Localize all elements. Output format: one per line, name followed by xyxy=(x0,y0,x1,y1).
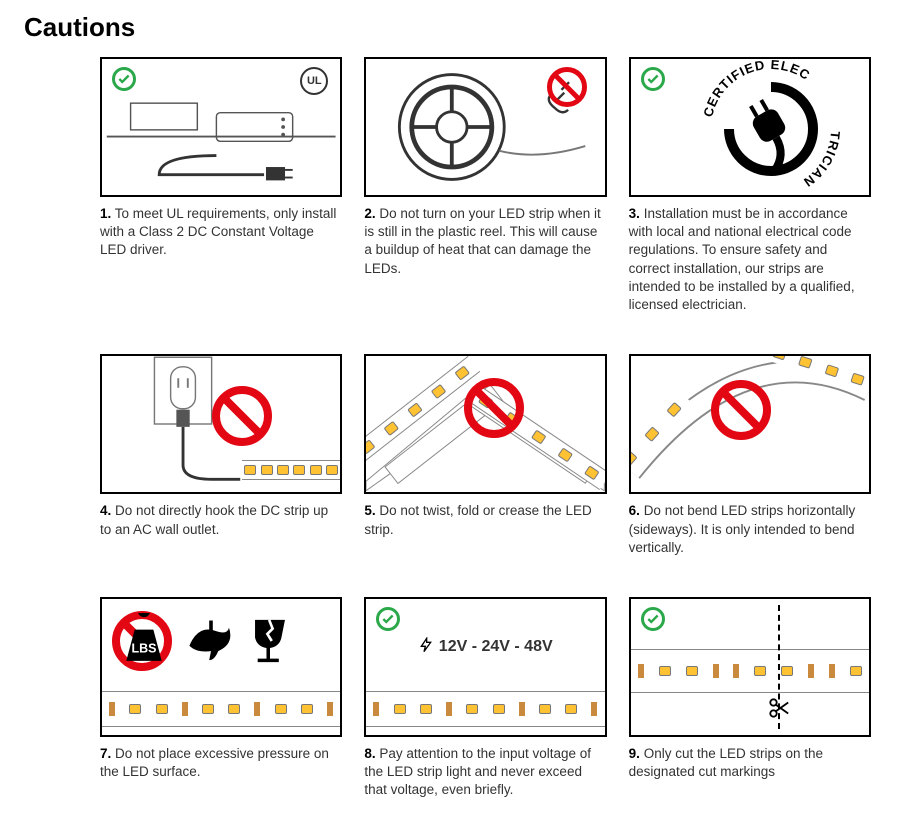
caution-tile-8: 12V - 24V - 48V 8. Pay attention to the … xyxy=(364,597,606,800)
driver-diagram-icon xyxy=(102,59,340,195)
bird-icon xyxy=(184,619,238,667)
ok-icon xyxy=(641,67,665,91)
led-strip-icon xyxy=(242,460,340,480)
caution-tile-4: 4. Do not directly hook the DC strip up … xyxy=(100,354,342,557)
electrician-badge-icon: CERTIFIED ELEC TRICIAN xyxy=(671,59,871,197)
scissors-icon xyxy=(768,697,790,719)
caption-3: 3. Installation must be in accordance wi… xyxy=(629,205,871,314)
caution-tile-9: 9. Only cut the LED strips on the design… xyxy=(629,597,871,800)
led-strip-icon xyxy=(631,649,869,693)
caption-2: 2. Do not turn on your LED strip when it… xyxy=(364,205,606,278)
figure-6 xyxy=(629,354,871,494)
prohibit-icon xyxy=(711,380,771,440)
caption-7: 7. Do not place excessive pressure on th… xyxy=(100,745,342,781)
led-strip-icon xyxy=(366,691,604,727)
caption-4: 4. Do not directly hook the DC strip up … xyxy=(100,502,342,538)
figure-7: LBS xyxy=(100,597,342,737)
figure-3: CERTIFIED ELEC TRICIAN xyxy=(629,57,871,197)
caption-9: 9. Only cut the LED strips on the design… xyxy=(629,745,871,781)
cautions-grid: UL 1. To meet UL requirements, only inst… xyxy=(100,57,871,800)
figure-5 xyxy=(364,354,606,494)
prohibit-icon xyxy=(547,67,587,107)
ok-icon xyxy=(376,607,400,631)
caution-tile-3: CERTIFIED ELEC TRICIAN 3. Installation m… xyxy=(629,57,871,314)
ok-icon xyxy=(641,607,665,631)
caution-tile-6: 6. Do not bend LED strips horizontally (… xyxy=(629,354,871,557)
svg-text:LBS: LBS xyxy=(132,641,157,655)
caution-tile-2: 2. Do not turn on your LED strip when it… xyxy=(364,57,606,314)
caution-tile-7: LBS 7. Do not place excessive pressure o… xyxy=(100,597,342,800)
caption-8: 8. Pay attention to the input voltage of… xyxy=(364,745,606,800)
caption-5: 5. Do not twist, fold or crease the LED … xyxy=(364,502,606,538)
figure-2 xyxy=(364,57,606,197)
weight-icon: LBS xyxy=(118,613,170,665)
caption-1: 1. To meet UL requirements, only install… xyxy=(100,205,342,260)
caution-tile-1: UL 1. To meet UL requirements, only inst… xyxy=(100,57,342,314)
figure-8: 12V - 24V - 48V xyxy=(364,597,606,737)
prohibit-icon xyxy=(212,386,272,446)
caption-6: 6. Do not bend LED strips horizontally (… xyxy=(629,502,871,557)
bolt-icon xyxy=(418,637,434,653)
voltage-label: 12V - 24V - 48V xyxy=(366,637,604,656)
led-strip-icon xyxy=(102,691,340,727)
figure-4 xyxy=(100,354,342,494)
caution-tile-5: 5. Do not twist, fold or crease the LED … xyxy=(364,354,606,557)
figure-1: UL xyxy=(100,57,342,197)
page-title: Cautions xyxy=(24,12,883,43)
fragile-icon xyxy=(248,613,292,669)
figure-9 xyxy=(629,597,871,737)
